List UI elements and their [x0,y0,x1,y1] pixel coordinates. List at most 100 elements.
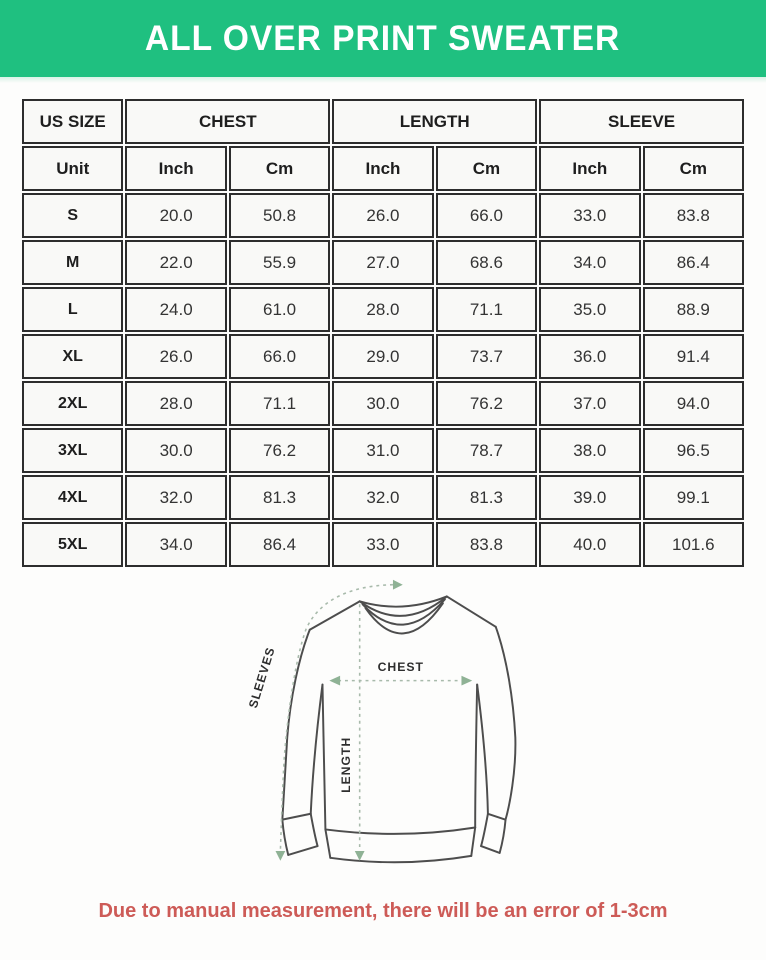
value-cell: 50.8 [228,193,331,238]
unit-header-cell: Inch [125,146,227,191]
table-row: L 24.0 61.0 28.0 71.1 35.0 88.9 [22,287,744,332]
value-cell: 32.0 [125,475,227,520]
left-sleeve [281,628,324,856]
value-cell: 35.0 [539,287,641,332]
collar [358,595,448,635]
sleeves-arrow-top-icon [392,579,403,590]
group-header-row: US SIZE CHEST LENGTH SLEEVE [22,99,744,144]
value-cell: 96.5 [642,428,744,473]
size-cell: M [22,240,124,285]
unit-header-cell: Cm [228,146,331,191]
table-row: M 22.0 55.9 27.0 68.6 34.0 86.4 [22,240,744,285]
sweater-drawing: CHEST LENGTH SLEEVES [246,579,517,864]
value-cell: 20.0 [125,193,227,238]
value-cell: 78.7 [435,428,538,473]
value-cell: 33.0 [539,193,641,238]
value-cell: 36.0 [539,334,641,379]
unit-header-cell: Cm [642,146,744,191]
table-row: 2XL 28.0 71.1 30.0 76.2 37.0 94.0 [22,381,744,426]
value-cell: 76.2 [435,381,538,426]
sleeves-arrow-bottom-icon [275,850,286,861]
value-cell: 86.4 [228,522,331,567]
unit-header-cell: Inch [332,146,434,191]
chest-arrow-left-icon [329,675,341,686]
size-cell: 3XL [22,428,124,473]
value-cell: 61.0 [228,287,331,332]
size-cell: 5XL [22,522,124,567]
unit-header-cell: Inch [539,146,641,191]
value-cell: 76.2 [228,428,331,473]
value-cell: 68.6 [435,240,538,285]
value-cell: 37.0 [539,381,641,426]
table-row: 5XL 34.0 86.4 33.0 83.8 40.0 101.6 [22,522,744,567]
header-banner: ALL OVER PRINT SWEATER [0,0,766,77]
value-cell: 28.0 [125,381,227,426]
value-cell: 22.0 [125,240,227,285]
size-cell: S [22,193,124,238]
value-cell: 40.0 [539,522,641,567]
page-title: ALL OVER PRINT SWEATER [145,18,621,58]
value-cell: 34.0 [125,522,227,567]
value-cell: 38.0 [539,428,641,473]
value-cell: 34.0 [539,240,641,285]
left-shoulder [308,600,361,631]
value-cell: 99.1 [642,475,744,520]
right-sleeve [476,625,517,854]
measurement-note: Due to manual measurement, there will be… [98,900,668,922]
value-cell: 32.0 [332,475,434,520]
sweater-outline [281,595,517,864]
value-cell: 24.0 [125,287,227,332]
value-cell: 86.4 [642,240,744,285]
value-cell: 91.4 [642,334,744,379]
size-cell: 4XL [22,475,124,520]
banner-fade [0,77,766,83]
size-table: US SIZE CHEST LENGTH SLEEVE Unit Inch Cm… [20,97,746,569]
value-cell: 66.0 [228,334,331,379]
value-cell: 81.3 [228,475,331,520]
value-cell: 31.0 [332,428,434,473]
length-arrow-icon [354,850,365,861]
sleeves-label: SLEEVES [246,645,278,710]
value-cell: 71.1 [228,381,331,426]
col-group-sleeve: SLEEVE [539,99,744,144]
unit-header-row: Unit Inch Cm Inch Cm Inch Cm [22,146,744,191]
size-cell: L [22,287,124,332]
value-cell: 83.8 [435,522,538,567]
value-cell: 33.0 [332,522,434,567]
value-cell: 27.0 [332,240,434,285]
col-group-chest: CHEST [125,99,331,144]
value-cell: 71.1 [435,287,538,332]
value-cell: 30.0 [332,381,434,426]
value-cell: 29.0 [332,334,434,379]
length-label: LENGTH [339,737,353,793]
value-cell: 39.0 [539,475,641,520]
right-shoulder [445,595,497,628]
value-cell: 66.0 [435,193,538,238]
value-cell: 94.0 [642,381,744,426]
value-cell: 28.0 [332,287,434,332]
sleeves-measure-line [279,583,393,851]
body [321,683,479,864]
col-group-us-size: US SIZE [22,99,124,144]
value-cell: 55.9 [228,240,331,285]
value-cell: 26.0 [125,334,227,379]
size-cell: 2XL [22,381,124,426]
value-cell: 101.6 [642,522,744,567]
table-row: XL 26.0 66.0 29.0 73.7 36.0 91.4 [22,334,744,379]
table-row: 4XL 32.0 81.3 32.0 81.3 39.0 99.1 [22,475,744,520]
value-cell: 83.8 [642,193,744,238]
chest-label: CHEST [378,660,424,674]
value-cell: 81.3 [435,475,538,520]
table-row: S 20.0 50.8 26.0 66.0 33.0 83.8 [22,193,744,238]
unit-header-cell: Unit [22,146,124,191]
chest-arrow-right-icon [461,675,473,686]
table-row: 3XL 30.0 76.2 31.0 78.7 38.0 96.5 [22,428,744,473]
col-group-length: LENGTH [332,99,538,144]
value-cell: 30.0 [125,428,227,473]
value-cell: 73.7 [435,334,538,379]
sweater-diagram: CHEST LENGTH SLEEVES [231,571,551,896]
value-cell: 26.0 [332,193,434,238]
size-cell: XL [22,334,124,379]
value-cell: 88.9 [642,287,744,332]
